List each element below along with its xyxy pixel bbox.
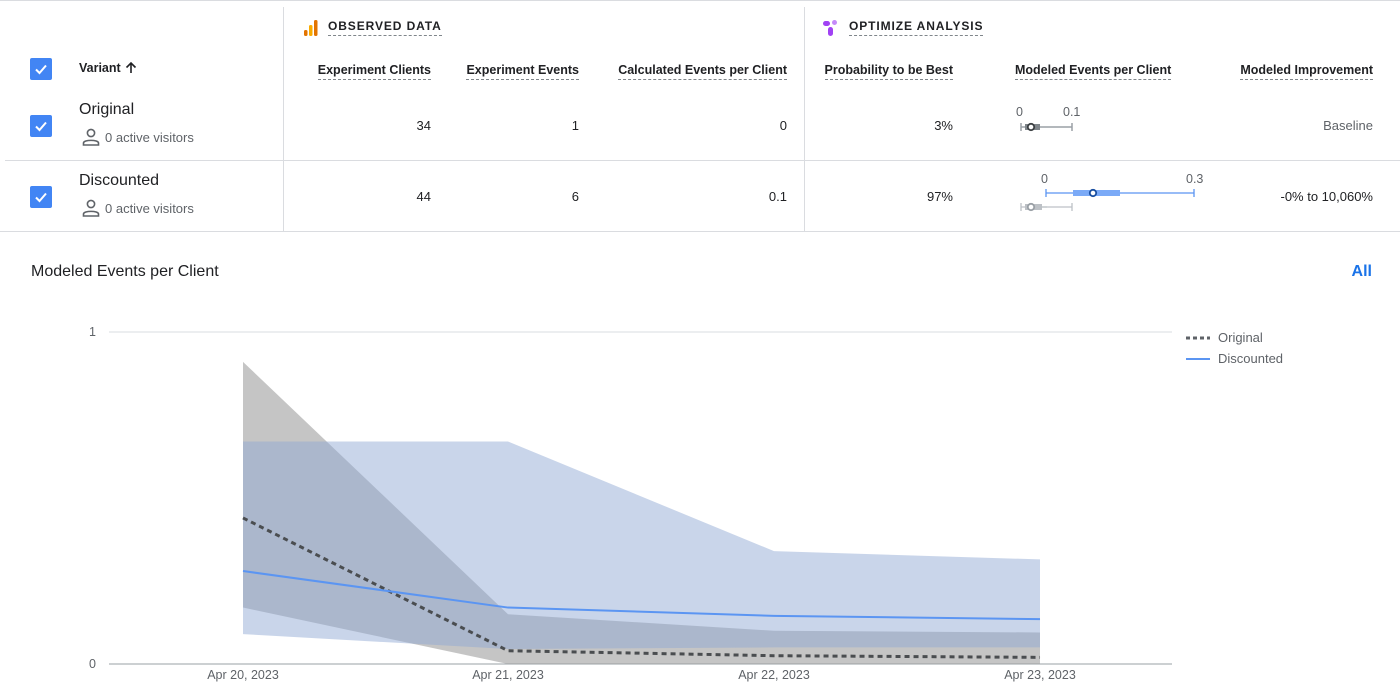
column-divider <box>804 7 805 231</box>
interval-min-label: 0 <box>1016 105 1023 119</box>
series-line-discounted <box>242 570 1041 621</box>
optimize-analysis-title[interactable]: OPTIMIZE ANALYSIS <box>849 19 984 36</box>
variant-name: Original <box>79 101 135 118</box>
experiment-clients-value: 44 <box>416 189 431 204</box>
active-visitors-text: 0 active visitors <box>105 129 194 145</box>
x-tick-label: Apr 21, 2023 <box>472 668 544 682</box>
active-visitors-text: 0 active visitors <box>105 200 194 216</box>
variant-sort-header[interactable]: Variant <box>79 61 138 75</box>
probability-best-value: 97% <box>926 189 953 204</box>
interval-max-label: 0.3 <box>1186 172 1204 186</box>
optimize-icon <box>823 19 837 36</box>
row-divider <box>5 160 1400 161</box>
probability-best-value: 3% <box>934 118 953 133</box>
observed-data-title[interactable]: OBSERVED DATA <box>328 19 442 36</box>
experiment-events-value: 6 <box>571 189 579 204</box>
interval-plot-discounted <box>1040 188 1195 211</box>
select-all-checkbox[interactable] <box>30 58 52 80</box>
check-icon <box>35 121 47 132</box>
check-icon <box>35 64 47 75</box>
variant-checkbox-original[interactable] <box>30 115 52 137</box>
analytics-icon <box>304 19 318 36</box>
legend-label: Original <box>1218 330 1263 345</box>
series-line-original <box>242 516 1041 659</box>
person-icon <box>82 128 100 146</box>
y-tick-label: 0 <box>89 657 96 671</box>
dotted-line-icon <box>1186 336 1210 339</box>
variant-name: Discounted <box>79 172 160 189</box>
modeled-improvement-value: Baseline <box>1323 118 1373 133</box>
calculated-events-value: 0.1 <box>768 189 787 204</box>
confidence-band-discounted <box>243 441 1040 650</box>
experiment-clients-header[interactable]: Experiment Clients <box>317 63 431 80</box>
calculated-events-header[interactable]: Calculated Events per Client <box>618 63 787 80</box>
legend-label: Discounted <box>1218 351 1284 366</box>
person-icon <box>82 199 100 217</box>
interval-plot-original <box>1020 122 1073 132</box>
observed-data-section: OBSERVED DATA <box>304 19 442 36</box>
results-table: OBSERVED DATA OPTIMIZE ANALYSIS Variant … <box>0 0 1400 232</box>
interval-plot-baseline <box>1020 202 1047 212</box>
legend-item-original[interactable]: Original <box>1186 330 1263 345</box>
confidence-band-original <box>243 361 1040 664</box>
probability-best-header[interactable]: Probability to be Best <box>824 63 953 80</box>
experiment-clients-value: 34 <box>416 118 431 133</box>
chart-title: Modeled Events per Client <box>31 263 219 280</box>
arrow-up-icon <box>125 61 136 73</box>
modeled-events-header[interactable]: Modeled Events per Client <box>1015 63 1172 80</box>
x-tick-label: Apr 23, 2023 <box>1004 668 1076 682</box>
active-visitors: 0 active visitors <box>81 198 194 218</box>
column-divider <box>283 7 284 231</box>
modeled-improvement-header[interactable]: Modeled Improvement <box>1240 63 1373 80</box>
calculated-events-value: 0 <box>779 118 787 133</box>
y-tick-label: 1 <box>89 325 96 339</box>
experiment-events-value: 1 <box>571 118 579 133</box>
active-visitors: 0 active visitors <box>81 127 194 147</box>
experiment-events-header[interactable]: Experiment Events <box>466 63 579 80</box>
variant-checkbox-discounted[interactable] <box>30 186 52 208</box>
solid-line-icon <box>1186 357 1210 360</box>
interval-min-label: 0 <box>1041 172 1048 186</box>
modeled-improvement-value: -0% to 10,060% <box>1280 189 1373 204</box>
check-icon <box>35 192 47 203</box>
modeled-events-chart: 0 1 Apr 20, 2023 Apr 21, 2023 Apr 22, 2023 Ap… <box>89 325 1172 682</box>
interval-max-label: 0.1 <box>1063 105 1081 119</box>
x-tick-label: Apr 20, 2023 <box>207 668 279 682</box>
variant-header-label: Variant <box>79 61 121 75</box>
legend-item-discounted[interactable]: Discounted <box>1186 351 1283 366</box>
x-tick-label: Apr 22, 2023 <box>738 668 810 682</box>
optimize-analysis-section: OPTIMIZE ANALYSIS <box>823 19 984 36</box>
all-link[interactable]: All <box>1351 263 1372 280</box>
